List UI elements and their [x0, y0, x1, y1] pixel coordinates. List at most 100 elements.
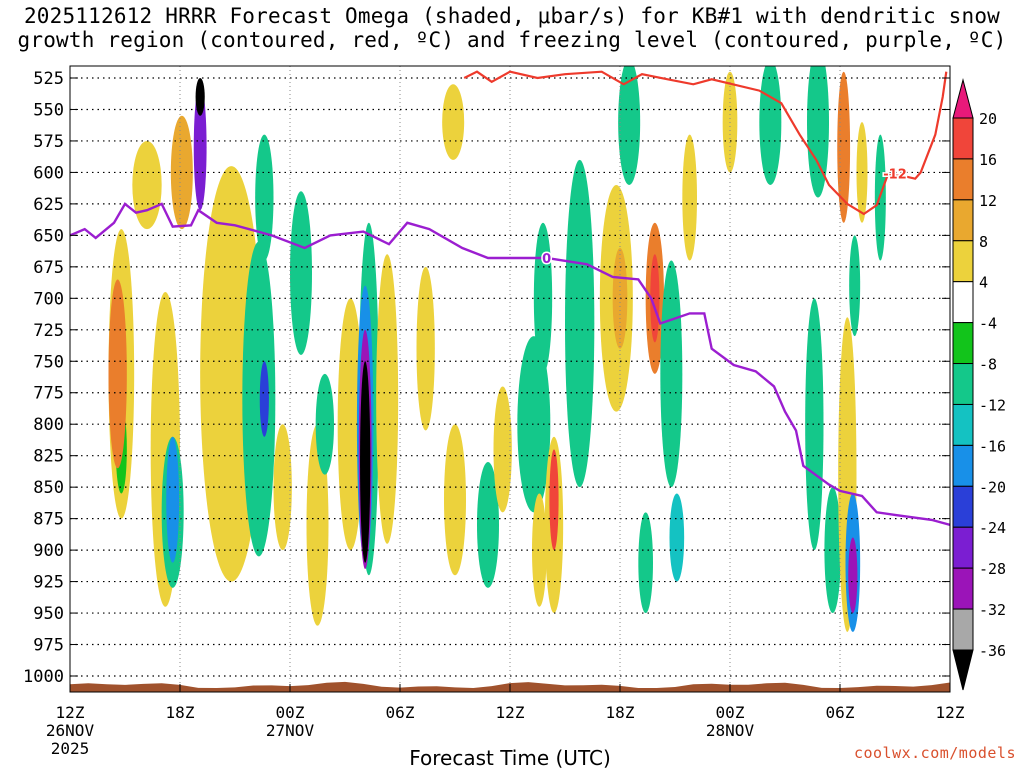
- x-tick-label: 06Z: [386, 703, 415, 722]
- x-tick-label: 18Z: [166, 703, 195, 722]
- colorbar-box-11: [952, 526, 974, 569]
- x-tick-label: 12Z: [56, 703, 85, 722]
- omega-blob-6: [166, 436, 180, 563]
- omega-blob-56: [849, 235, 861, 337]
- y-tick-label: 550: [33, 100, 64, 120]
- omega-blob-40: [618, 66, 641, 185]
- x-tick-label: 00Z: [716, 703, 745, 722]
- y-tick-label: 750: [33, 352, 64, 372]
- omega-blob-48: [807, 66, 829, 198]
- colorbar-box-12: [952, 567, 974, 610]
- colorbar-box-2: [952, 158, 974, 201]
- y-tick-label: 925: [33, 573, 64, 593]
- x-date-label: 26NOV: [46, 721, 95, 740]
- omega-blob-32: [532, 493, 547, 607]
- colorbar-label: -28: [979, 560, 1006, 578]
- omega-blob-39: [650, 254, 660, 343]
- omega-blob-44: [669, 493, 685, 582]
- colorbar-label: -24: [979, 519, 1006, 537]
- y-tick-label: 600: [33, 163, 64, 183]
- freezing-level-label: 0: [542, 252, 551, 267]
- colorbar-box-5: [952, 281, 974, 324]
- omega-blob-23: [360, 361, 371, 563]
- x-year-label: 2025: [51, 739, 90, 758]
- y-tick-label: 775: [33, 384, 64, 404]
- colorbar-label: -32: [979, 601, 1006, 619]
- omega-blob-30: [517, 336, 551, 513]
- y-tick-label: 700: [33, 289, 64, 309]
- x-tick-label: 00Z: [276, 703, 305, 722]
- omega-blob-49: [824, 487, 841, 614]
- dgz-label: -12: [883, 168, 907, 183]
- colorbar-box-6: [952, 322, 974, 365]
- x-tick-label: 12Z: [936, 703, 965, 722]
- omega-blob-16: [290, 191, 312, 355]
- colorbar-label: 12: [979, 192, 997, 210]
- colorbar-label: -8: [979, 356, 997, 374]
- x-date-label: 27NOV: [266, 721, 315, 740]
- colorbar-box-7: [952, 363, 974, 405]
- colorbar-box-10: [952, 485, 974, 528]
- colorbar-top-triangle: [952, 78, 974, 119]
- y-axis: 525 550 575 600 625 650 675 700 725 750 775 800 825 8…: [23, 69, 950, 687]
- freezing-level-contour: [70, 202, 950, 527]
- omega-blob-18: [315, 373, 335, 475]
- omega-blob-46: [759, 66, 782, 185]
- colorbar-label: -4: [979, 315, 997, 333]
- omega-blob-29: [493, 386, 512, 513]
- colorbar-box-4: [952, 240, 974, 283]
- colorbar-label: 4: [979, 274, 988, 292]
- colorbar-label: 16: [979, 151, 997, 169]
- omega-blob-43: [638, 512, 654, 614]
- omega-blob-7: [170, 115, 193, 230]
- x-tick-label: 12Z: [496, 703, 525, 722]
- y-tick-label: 875: [33, 510, 64, 530]
- y-tick-label: 850: [33, 478, 64, 498]
- colorbar-box-3: [952, 199, 974, 242]
- colorbar-label: -16: [979, 437, 1006, 455]
- colorbar-label: -20: [979, 478, 1006, 496]
- y-tick-label: 950: [33, 604, 64, 624]
- omega-blob-35: [565, 159, 595, 488]
- y-tick-label: 575: [33, 132, 64, 152]
- omega-blob-15: [273, 424, 292, 551]
- omega-blob-13: [255, 134, 274, 261]
- colorbar-label: 8: [979, 233, 988, 251]
- x-tick-label: 06Z: [826, 703, 855, 722]
- omega-blob-26: [444, 424, 466, 576]
- omega-blob-2: [108, 279, 127, 469]
- chart-title-line-2: growth region (contoured, red, ºC) and f…: [17, 28, 1007, 52]
- y-tick-label: 650: [33, 226, 64, 246]
- y-tick-label: 725: [33, 321, 64, 341]
- x-axis-label: Forecast Time (UTC): [409, 746, 611, 768]
- y-tick-label: 900: [33, 541, 64, 561]
- y-tick-label: 625: [33, 195, 64, 215]
- omega-blob-14: [259, 361, 269, 437]
- chart-title-line-1: 2025112612 HRRR Forecast Omega (shaded, …: [23, 4, 1001, 28]
- colorbar-box-1: [952, 117, 974, 160]
- omega-blob-3: [132, 140, 162, 230]
- colorbar-box-8: [952, 403, 974, 446]
- omega-blob-41: [660, 260, 683, 488]
- omega-blob-42: [682, 134, 698, 261]
- colorbar-box-9: [952, 444, 974, 487]
- omega-blob-28: [477, 461, 499, 588]
- y-tick-label: 525: [33, 69, 64, 89]
- omega-blob-53: [848, 537, 858, 614]
- omega-blob-12: [242, 241, 276, 557]
- y-tick-label: 675: [33, 258, 64, 278]
- y-tick-label: 975: [33, 636, 64, 656]
- y-tick-label: 825: [33, 447, 64, 467]
- colorbar-label: -36: [979, 642, 1006, 660]
- grid-lines: [70, 66, 950, 692]
- omega-blob-17: [306, 424, 329, 626]
- omega-blob-25: [416, 266, 435, 431]
- omega-blob-24: [376, 254, 399, 544]
- colorbar-bottom-triangle: [952, 649, 974, 691]
- credit-text: coolwx.com/models: [853, 744, 1016, 762]
- omega-field: [108, 66, 886, 632]
- colorbar-label: 20: [979, 110, 997, 128]
- y-tick-label: 800: [33, 415, 64, 435]
